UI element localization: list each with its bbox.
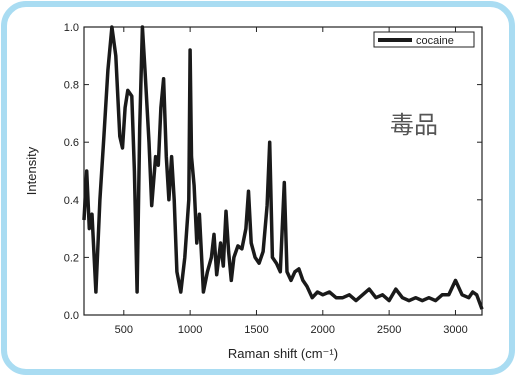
y-tick-label: 0.8 bbox=[64, 80, 79, 92]
series-line bbox=[82, 25, 484, 310]
annotation: 毒品 bbox=[390, 111, 438, 139]
frame bbox=[1, 1, 515, 375]
x-axis-label: Raman shift (cm⁻¹) bbox=[228, 346, 338, 361]
y-tick-label: 1.0 bbox=[64, 22, 79, 34]
y-axis-label: Intensity bbox=[24, 146, 39, 195]
x-tick-label: 1000 bbox=[178, 324, 202, 336]
y-tick-label: 0.4 bbox=[64, 195, 79, 207]
legend-box bbox=[373, 31, 475, 48]
x-tick-label: 500 bbox=[115, 324, 133, 336]
x-tick-label: 2500 bbox=[377, 324, 401, 336]
plot-frame bbox=[83, 26, 483, 316]
x-tick-label: 2000 bbox=[311, 324, 335, 336]
x-tick-label: 3000 bbox=[443, 324, 467, 336]
legend-label: cocaine bbox=[416, 35, 454, 47]
x-tick-label: 1500 bbox=[244, 324, 268, 336]
y-tick-label: 0.6 bbox=[64, 137, 79, 149]
y-tick-label: 0.2 bbox=[64, 252, 79, 264]
y-tick-label: 0.0 bbox=[64, 310, 79, 322]
